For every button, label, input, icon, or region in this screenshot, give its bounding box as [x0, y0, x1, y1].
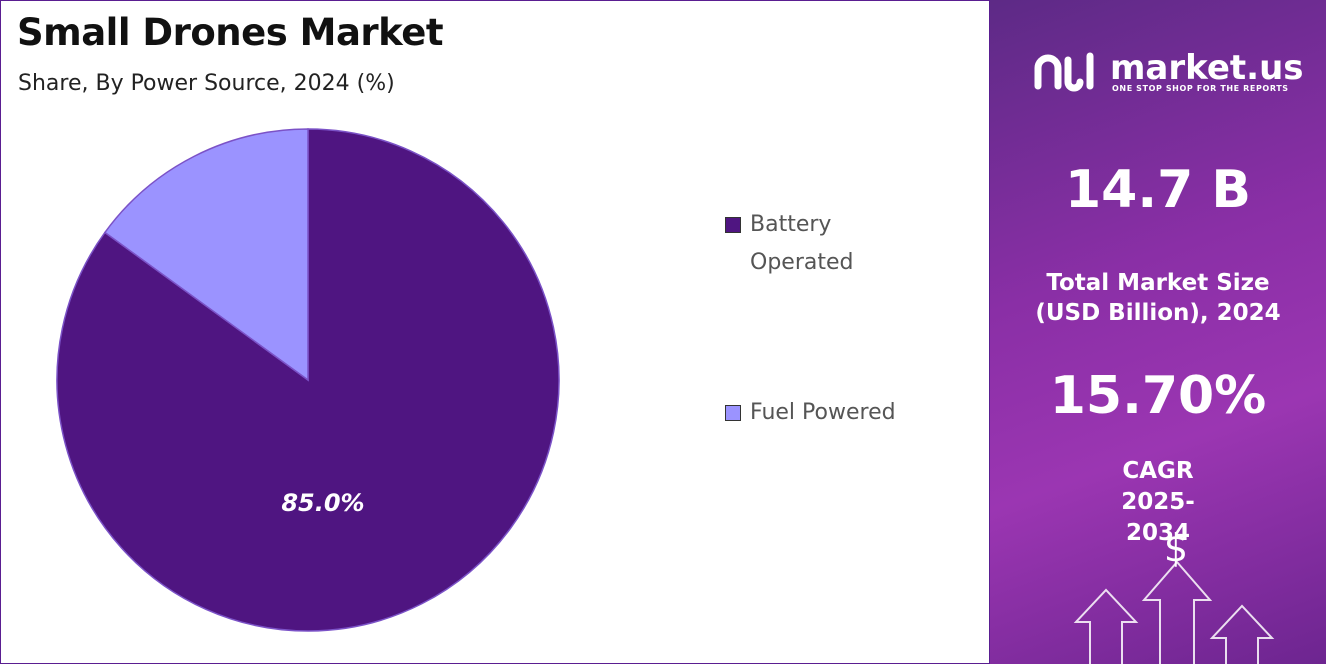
legend-item: Fuel Powered — [725, 394, 910, 432]
legend-label: Fuel Powered — [750, 400, 896, 425]
cagr-label: CAGR 2025-2034 — [1121, 458, 1195, 546]
cagr-value: 15.70% — [1049, 366, 1267, 426]
pie-slice — [103, 128, 309, 382]
logo-icon — [1034, 52, 1094, 92]
brand-tagline: ONE STOP SHOP FOR THE REPORTS — [1112, 84, 1289, 93]
chart-panel: Small Drones Market Share, By Power Sour… — [0, 0, 990, 664]
chart-title: Small Drones Market — [17, 11, 444, 54]
legend-label: Battery Operated — [750, 212, 854, 275]
legend-swatch — [725, 405, 741, 421]
pie-chart: 85.0% — [56, 128, 560, 632]
slice-label: 85.0% — [281, 489, 364, 517]
legend-item: Battery Operated — [725, 206, 910, 282]
side-panel: market.us ONE STOP SHOP FOR THE REPORTS … — [990, 0, 1326, 664]
chart-subtitle: Share, By Power Source, 2024 (%) — [18, 71, 395, 96]
dollar-icon: $ — [1163, 526, 1189, 570]
market-size-label: Total Market Size (USD Billion), 2024 — [1035, 270, 1281, 326]
legend-swatch — [725, 217, 741, 233]
market-size-value: 14.7 B — [1064, 160, 1252, 220]
growth-arrows — [1073, 560, 1275, 664]
brand-name: market.us — [1110, 48, 1304, 88]
